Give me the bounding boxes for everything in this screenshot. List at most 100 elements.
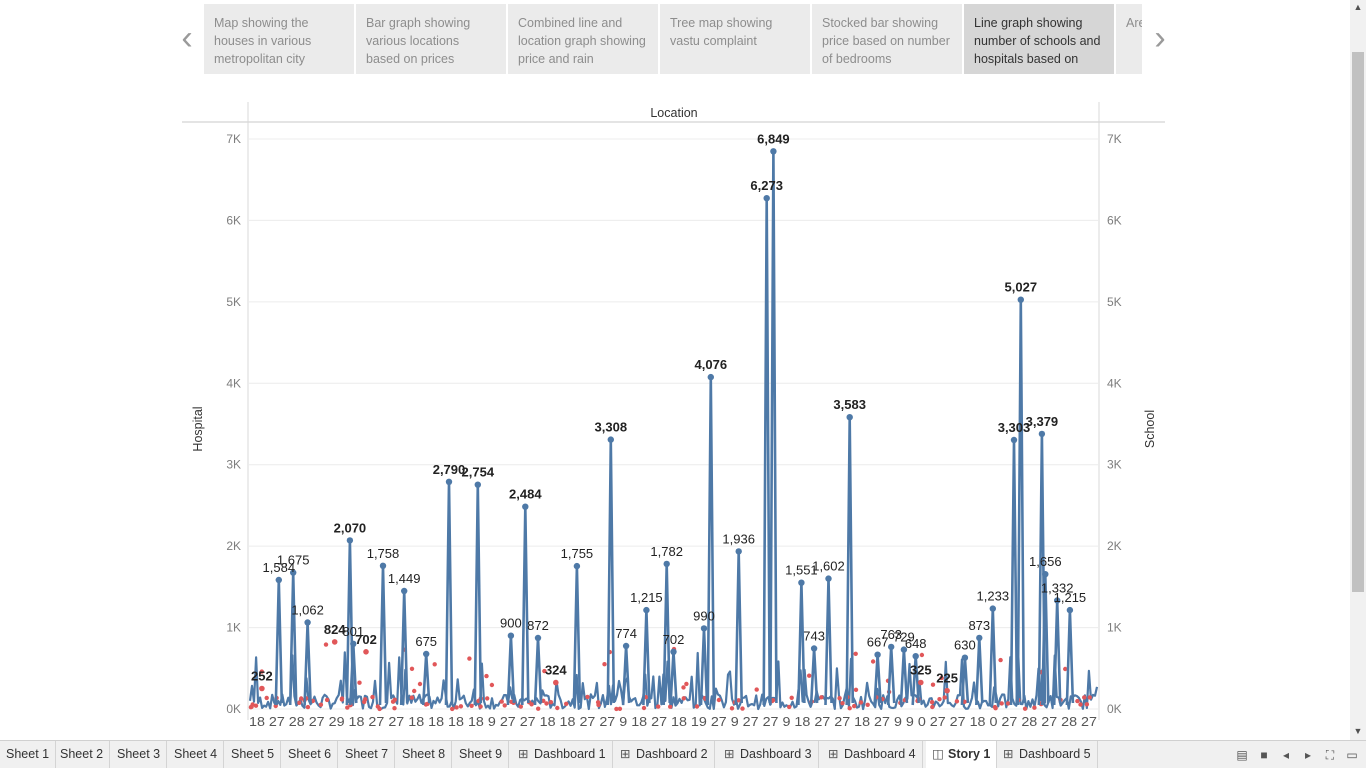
- school-line-segment: [699, 627, 709, 706]
- tab-label: Story 1: [948, 747, 991, 761]
- school-line-segment: [899, 648, 909, 706]
- hospital-point: [942, 695, 947, 700]
- school-line-segment: [606, 438, 616, 706]
- hospital-point: [1078, 702, 1083, 707]
- y-tick-label-right: 1K: [1107, 621, 1122, 635]
- hospital-point: [681, 696, 686, 701]
- scroll-up-icon[interactable]: ▲: [1353, 2, 1363, 12]
- hospital-data-point: [944, 687, 950, 694]
- filmstrip-icon[interactable]: ■: [1260, 748, 1268, 762]
- tab-sheet-2[interactable]: Sheet 2: [54, 741, 111, 768]
- tab-sheet-1[interactable]: Sheet 1: [0, 741, 57, 768]
- school-line-segment: [378, 564, 388, 706]
- tab-sheet-6[interactable]: Sheet 6: [282, 741, 339, 768]
- hospital-point: [1084, 702, 1090, 707]
- hospital-point: [370, 694, 375, 700]
- chevron-right-icon[interactable]: ›: [1154, 19, 1166, 57]
- story-point-2[interactable]: Bar graph showing various locations base…: [356, 4, 506, 74]
- hospital-data-label: 225: [936, 671, 958, 686]
- tab-story-1[interactable]: ◫ Story 1: [926, 741, 998, 768]
- tab-label: Sheet 9: [459, 747, 503, 761]
- story-point-1[interactable]: Map showing the houses in various metrop…: [204, 4, 354, 74]
- hospital-point: [1032, 705, 1037, 710]
- hospital-point: [585, 694, 590, 700]
- y-tick-label-left: 0K: [226, 702, 241, 716]
- sheet-sorter-icon[interactable]: ▤: [1236, 748, 1248, 762]
- school-data-point: [350, 640, 357, 647]
- hospital-point: [484, 673, 489, 679]
- school-line-segment: [975, 636, 984, 706]
- tab-sheet-4[interactable]: Sheet 4: [168, 741, 225, 768]
- hospital-point: [847, 706, 852, 711]
- story-navigator: ‹ Map showing the houses in various metr…: [172, 4, 1182, 74]
- tab-sheet-9[interactable]: Sheet 9: [453, 741, 510, 768]
- tab-label: Sheet 5: [231, 747, 275, 761]
- hospital-point: [668, 704, 673, 709]
- y-tick-label-right: 4K: [1107, 376, 1122, 390]
- scrollbar-thumb[interactable]: [1352, 52, 1364, 592]
- hospital-point: [339, 696, 345, 701]
- tab-sheet-5[interactable]: Sheet 5: [225, 741, 282, 768]
- y-tick-label-left: 4K: [226, 376, 241, 390]
- tab-dashboard-2[interactable]: ⊞ Dashboard 2: [614, 741, 715, 768]
- school-data-point: [622, 642, 630, 650]
- fullscreen-icon[interactable]: ⛶: [1325, 748, 1335, 762]
- hospital-point: [681, 685, 686, 690]
- present-icon[interactable]: ▭: [1346, 748, 1358, 762]
- school-data-point: [1010, 436, 1018, 444]
- tab-sheet-7[interactable]: Sheet 7: [339, 741, 396, 768]
- story-point-4[interactable]: Tree map showing vastu complaint: [660, 4, 810, 74]
- scroll-down-icon[interactable]: ▼: [1353, 726, 1363, 736]
- school-data-label: 1,782: [650, 544, 683, 559]
- hospital-point: [357, 680, 362, 685]
- school-data-point: [534, 634, 542, 642]
- next-sheet-icon[interactable]: ▸: [1304, 748, 1312, 762]
- hospital-point: [478, 704, 483, 709]
- hospital-point: [375, 704, 380, 709]
- school-data-label: 743: [803, 629, 825, 644]
- school-data-point: [707, 373, 714, 381]
- story-point-5[interactable]: Stocked bar showing price based on numbe…: [812, 4, 962, 74]
- school-data-label: 1,233: [977, 589, 1010, 604]
- hospital-point: [1005, 701, 1011, 706]
- tab-dashboard-1[interactable]: ⊞ Dashboard 1: [512, 741, 613, 768]
- school-data-label: 2,754: [462, 465, 495, 480]
- y-tick-label-right: 3K: [1107, 458, 1122, 472]
- hospital-point: [502, 703, 507, 708]
- y-tick-label-left: 3K: [226, 458, 241, 472]
- story-point-6-active[interactable]: Line graph showing number of schools and…: [964, 4, 1114, 74]
- hospital-point: [529, 702, 534, 707]
- vertical-scrollbar[interactable]: ▲ ▼: [1350, 0, 1366, 740]
- hospital-point: [729, 706, 735, 711]
- tab-dashboard-4[interactable]: ⊞ Dashboard 4: [822, 741, 923, 768]
- school-data-point: [401, 587, 408, 595]
- story-point-7[interactable]: Area graph ma: [1116, 4, 1142, 74]
- tab-dashboard-3[interactable]: ⊞ Dashboard 3: [718, 741, 819, 768]
- tab-dashboard-5[interactable]: ⊞ Dashboard 5: [997, 741, 1098, 768]
- hospital-point: [865, 702, 870, 707]
- chevron-left-icon[interactable]: ‹: [181, 19, 193, 57]
- hospital-point: [694, 704, 700, 709]
- story-point-3[interactable]: Combined line and location graph showing…: [508, 4, 658, 74]
- school-data-label: 1,215: [1054, 590, 1087, 605]
- tab-sheet-8[interactable]: Sheet 8: [396, 741, 453, 768]
- hospital-point: [409, 695, 415, 700]
- tab-sheet-3[interactable]: Sheet 3: [111, 741, 168, 768]
- series-points: [259, 148, 1074, 694]
- story-point-caption: Line graph showing number of schools and…: [974, 16, 1101, 66]
- line-chart: Location Hospital School 0K 0K 1K 1K 2K 2K 3K 3…: [182, 102, 1165, 729]
- prev-sheet-icon[interactable]: ◂: [1282, 748, 1290, 762]
- school-data-point: [275, 576, 282, 584]
- hospital-point: [318, 702, 324, 707]
- hospital-point: [390, 699, 396, 704]
- school-data-label: 2,070: [334, 520, 367, 535]
- hospital-point: [548, 700, 554, 705]
- hospital-point: [954, 699, 960, 704]
- school-data-label: 3,379: [1026, 414, 1059, 429]
- y-tick-label-right: 5K: [1107, 295, 1122, 309]
- hospital-data-point: [259, 685, 265, 692]
- hospital-point: [736, 698, 741, 703]
- hospital-point: [259, 669, 264, 674]
- school-line-segment: [886, 645, 896, 706]
